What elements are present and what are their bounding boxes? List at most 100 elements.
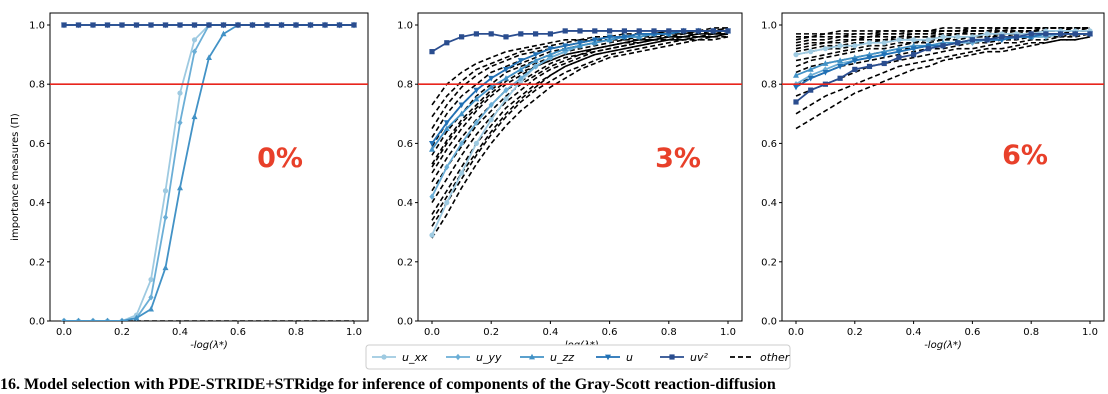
series-point-u_yy — [162, 214, 169, 221]
legend-marker — [669, 354, 675, 360]
series-point-u_yy — [518, 75, 524, 82]
series-line-other — [431, 33, 728, 192]
y-tick-label: 0.8 — [761, 80, 777, 91]
series-point-u_zz — [91, 317, 95, 321]
x-tick-label: 0.8 — [1023, 327, 1039, 338]
series-point-uv2 — [969, 37, 975, 43]
series-point-uv2 — [503, 34, 509, 40]
series-line-other — [795, 30, 1090, 62]
series-point-u — [606, 34, 613, 41]
y-tick-label: 0.2 — [29, 257, 45, 268]
y-tick-label: 0.6 — [397, 139, 413, 150]
series-point-u — [443, 120, 450, 126]
y-tick-label: 0.8 — [29, 80, 45, 91]
series-point-u_zz — [473, 95, 480, 102]
series-point-u_yy — [177, 119, 183, 126]
series-point-uv2 — [336, 22, 343, 28]
plot-frame — [49, 12, 369, 322]
series-line-other — [431, 36, 729, 239]
plot-frame — [781, 12, 1105, 322]
x-tick-label: 0.2 — [483, 327, 499, 338]
series-point-u_yy — [533, 63, 539, 70]
legend-item: uv² — [660, 351, 708, 364]
series-point-uv2 — [881, 60, 887, 67]
x-tick-label: 0.0 — [56, 327, 72, 338]
series-point-u — [837, 64, 844, 70]
series-point-u_zz — [503, 75, 509, 81]
series-point-uv2 — [488, 31, 494, 37]
series-point-u — [910, 46, 917, 52]
legend-marker — [455, 353, 461, 361]
y-tick-label: 1.0 — [761, 21, 777, 32]
legend-label: u_xx — [402, 351, 428, 364]
series-line-other — [431, 33, 729, 215]
y-tick-label: 0.4 — [761, 198, 777, 209]
series-point-uv2 — [562, 28, 568, 34]
series-point-u_xx — [503, 96, 509, 102]
legend-label: uv² — [690, 351, 708, 364]
series-point-u — [881, 52, 888, 58]
noise-level-label: 6% — [1002, 140, 1048, 171]
series-point-u_zz — [807, 66, 814, 72]
series-point-uv2 — [621, 28, 627, 34]
series-point-u — [488, 75, 495, 82]
y-tick-label: 0.0 — [397, 317, 413, 328]
series-point-u_zz — [177, 184, 183, 191]
series-point-uv2 — [235, 22, 241, 28]
series-point-uv2 — [1013, 34, 1020, 40]
x-tick-label: 0.6 — [602, 327, 618, 338]
series-point-u_xx — [896, 37, 902, 43]
series-point-u_xx — [866, 40, 873, 46]
series-point-uv2 — [104, 22, 111, 28]
series-point-u — [577, 40, 583, 46]
series-point-u_xx — [459, 170, 465, 176]
series-point-u — [591, 37, 598, 43]
series-point-u_yy — [459, 140, 465, 147]
panel-6-percent: 0.0 0.2 0.4 0.6 0.8 1.0 0.0 0.2 0.4 0.6 0.8 1.0 -log… — [761, 12, 1105, 351]
x-tick-label: 0.4 — [542, 327, 558, 338]
y-axis-label: importance measures (Π) — [10, 113, 21, 241]
series-point-uv2 — [191, 22, 198, 28]
series-point-uv2 — [533, 31, 539, 37]
series-point-u_zz — [133, 314, 140, 321]
legend-marker — [605, 354, 611, 361]
series-point-u_zz — [793, 72, 799, 78]
legend-item: u — [596, 351, 633, 364]
series-line-other — [431, 36, 728, 227]
series-line-other — [795, 36, 1091, 115]
x-tick-label: 1.0 — [1082, 327, 1098, 338]
series-point-u — [458, 102, 465, 109]
series-line-other — [431, 33, 728, 168]
series-point-uv2 — [293, 22, 299, 28]
series-point-uv2 — [607, 28, 613, 34]
series-point-u — [621, 34, 628, 41]
legend-marker — [381, 354, 387, 360]
series-point-uv2 — [307, 22, 314, 28]
x-tick-label: 0.4 — [172, 327, 188, 338]
series-point-u — [851, 58, 858, 64]
series-point-uv2 — [264, 22, 270, 28]
series-point-uv2 — [518, 31, 524, 37]
series-point-uv2 — [852, 66, 858, 72]
series-point-u — [822, 69, 829, 76]
plot-area — [793, 27, 1093, 130]
series-point-u_xx — [911, 37, 917, 43]
series-point-uv2 — [148, 22, 154, 28]
series-line-other — [795, 36, 1091, 130]
series-point-u_zz — [458, 110, 465, 117]
y-tick-label: 0.4 — [29, 198, 45, 209]
legend-marker — [529, 353, 535, 360]
series-point-uv2 — [866, 63, 873, 70]
series-point-uv2 — [592, 28, 598, 34]
series-point-u_yy — [473, 119, 479, 126]
y-tick-label: 0.4 — [397, 198, 413, 209]
legend-item: u_xx — [372, 351, 428, 364]
series-point-uv2 — [955, 40, 961, 46]
series-point-u_zz — [429, 146, 435, 152]
series-point-u_xx — [444, 200, 450, 206]
series-line-other — [796, 27, 1090, 35]
series-point-u_zz — [62, 317, 66, 321]
series-point-uv2 — [177, 22, 183, 28]
series-point-u_xx — [177, 90, 183, 96]
y-tick-label: 1.0 — [397, 21, 413, 32]
